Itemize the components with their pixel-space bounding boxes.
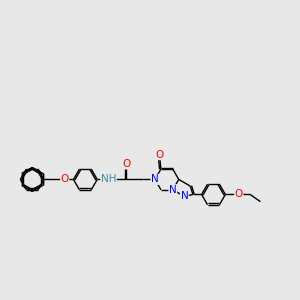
Text: O: O — [122, 159, 130, 169]
Text: N: N — [181, 191, 188, 201]
Text: O: O — [155, 150, 164, 160]
Text: N: N — [169, 185, 177, 195]
Text: N: N — [151, 174, 159, 184]
Text: O: O — [61, 174, 69, 184]
Text: O: O — [235, 190, 243, 200]
Text: NH: NH — [101, 174, 116, 184]
